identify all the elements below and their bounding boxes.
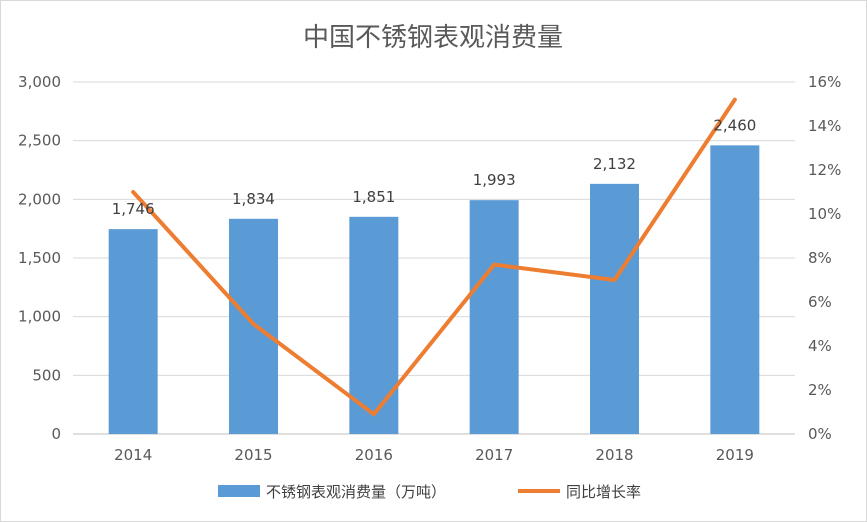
right-axis-tick-label: 2% <box>808 381 832 399</box>
line-series <box>131 97 737 417</box>
legend-label-line: 同比增长率 <box>566 483 641 501</box>
x-axis-tick-label: 2014 <box>114 446 152 464</box>
legend: 不锈钢表观消费量（万吨） 同比增长率 <box>218 483 641 501</box>
x-axis-tick-label: 2016 <box>355 446 393 464</box>
left-axis-tick-label: 500 <box>32 366 61 384</box>
left-axis-tick-label: 0 <box>51 425 61 443</box>
x-axis-tick-label: 2015 <box>234 446 272 464</box>
right-axis-tick-label: 10% <box>808 205 841 223</box>
chart-title: 中国不锈钢表观消费量 <box>303 23 563 53</box>
legend-swatch-bar <box>218 485 260 497</box>
gridlines <box>73 81 795 435</box>
left-axis-tick-label: 2,500 <box>18 132 61 150</box>
bar <box>349 216 399 434</box>
right-axis-tick-label: 4% <box>808 337 832 355</box>
right-axis-tick-label: 8% <box>808 249 832 267</box>
legend-label-bar: 不锈钢表观消费量（万吨） <box>266 483 446 501</box>
x-axis-tick-label: 2019 <box>716 446 754 464</box>
bar-data-label: 1,746 <box>112 200 155 218</box>
bar-data-labels: 1,746 1,834 1,851 1,993 2,132 2,460 <box>112 116 757 218</box>
growth-line <box>131 97 737 417</box>
left-axis-tick-label: 2,000 <box>18 190 61 208</box>
bar <box>590 183 639 434</box>
x-axis-ticks: 2014 2015 2016 2017 2018 2019 <box>114 446 754 464</box>
bar <box>710 145 760 435</box>
x-axis-tick-label: 2017 <box>475 446 513 464</box>
bar <box>108 229 158 434</box>
left-axis-tick-label: 1,000 <box>18 308 61 326</box>
right-axis-tick-label: 14% <box>808 117 841 135</box>
bar-data-label: 2,460 <box>713 116 756 134</box>
left-axis-ticks: 0 500 1,000 1,500 2,000 2,500 3,000 <box>18 73 61 443</box>
left-axis-tick-label: 1,500 <box>18 249 61 267</box>
x-axis-tick-label: 2018 <box>595 446 633 464</box>
right-axis-tick-label: 16% <box>808 73 841 91</box>
bar-data-label: 1,851 <box>352 188 395 206</box>
left-axis-tick-label: 3,000 <box>18 73 61 91</box>
bar-data-label: 1,993 <box>473 171 516 189</box>
bar-data-label: 2,132 <box>593 155 636 173</box>
right-axis-ticks: 0% 2% 4% 6% 8% 10% 12% 14% 16% <box>808 73 841 443</box>
right-axis-tick-label: 6% <box>808 293 832 311</box>
right-axis-tick-label: 12% <box>808 161 841 179</box>
right-axis-tick-label: 0% <box>808 425 832 443</box>
bar-series <box>108 145 760 435</box>
bar-data-label: 1,834 <box>232 190 275 208</box>
bar <box>469 200 519 434</box>
